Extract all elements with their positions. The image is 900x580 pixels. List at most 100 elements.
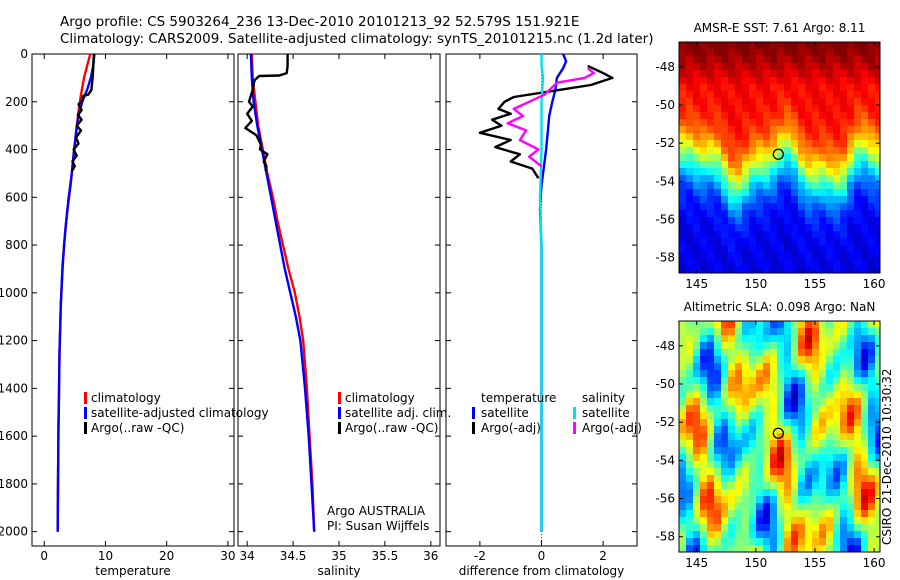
heatmap-cell: [749, 531, 757, 539]
heatmap-cell: [833, 412, 841, 420]
heatmap-cell: [784, 321, 792, 329]
heatmap-cell: [875, 405, 881, 413]
heatmap-cell: [861, 217, 869, 225]
heatmap-cell: [742, 196, 750, 204]
heatmap-cell: [749, 91, 757, 99]
heatmap-cell: [847, 238, 855, 246]
heatmap-cell: [686, 91, 694, 99]
legend-swatch-sal-argo: [573, 422, 576, 434]
heatmap-cell: [826, 189, 834, 197]
heatmap-cell: [707, 259, 715, 267]
heatmap-cell: [763, 154, 771, 162]
heatmap-cell: [735, 119, 743, 127]
heatmap-cell: [791, 447, 799, 455]
heatmap-cell: [777, 259, 785, 267]
heatmap-cell: [686, 496, 694, 504]
heatmap-cell: [742, 482, 750, 490]
heatmap-cell: [840, 126, 848, 134]
x-tick-label: 36: [423, 549, 438, 563]
heatmap-cell: [728, 454, 736, 462]
heatmap-cell: [700, 489, 708, 497]
heatmap-cell: [770, 503, 778, 511]
heatmap-cell: [707, 63, 715, 71]
heatmap-cell: [854, 461, 862, 469]
heatmap-cell: [826, 328, 834, 336]
heatmap-cell: [868, 203, 876, 211]
heatmap-cell: [847, 538, 855, 546]
heatmap-cell: [749, 489, 757, 497]
heatmap-cell: [826, 447, 834, 455]
heatmap-cell: [791, 363, 799, 371]
y-tick-label: -54: [655, 453, 675, 467]
heatmap-cell: [742, 524, 750, 532]
heatmap-cell: [812, 496, 820, 504]
heatmap-cell: [707, 224, 715, 232]
heatmap-cell: [742, 489, 750, 497]
heatmap-cell: [868, 154, 876, 162]
heatmap-cell: [686, 98, 694, 106]
heatmap-cell: [819, 426, 827, 434]
heatmap-cell: [868, 224, 876, 232]
heatmap-cell: [728, 77, 736, 85]
heatmap-cell: [798, 259, 806, 267]
heatmap-cell: [714, 405, 722, 413]
heatmap-cell: [819, 447, 827, 455]
heatmap-cell: [749, 363, 757, 371]
heatmap-cell: [826, 454, 834, 462]
heatmap-cell: [770, 447, 778, 455]
heatmap-cell: [742, 426, 750, 434]
heatmap-cell: [707, 398, 715, 406]
heatmap-cell: [805, 252, 813, 260]
heatmap-cell: [693, 175, 701, 183]
x-tick-label: 155: [804, 556, 827, 570]
heatmap-cell: [812, 119, 820, 127]
heatmap-cell: [812, 154, 820, 162]
heatmap-cell: [854, 210, 862, 218]
heatmap-cell: [770, 510, 778, 518]
heatmap-cell: [721, 398, 729, 406]
heatmap-cell: [784, 196, 792, 204]
heatmap-cell: [756, 119, 764, 127]
heatmap-cell: [791, 168, 799, 176]
heatmap-cell: [756, 503, 764, 511]
heatmap-cell: [833, 98, 841, 106]
heatmap-cell: [742, 252, 750, 260]
heatmap-cell: [861, 335, 869, 343]
heatmap-cell: [826, 363, 834, 371]
heatmap-cell: [791, 489, 799, 497]
heatmap-cell: [700, 517, 708, 525]
heatmap-cell: [840, 531, 848, 539]
heatmap-cell: [700, 175, 708, 183]
heatmap-cell: [728, 475, 736, 483]
heatmap-cell: [749, 189, 757, 197]
heatmap-cell: [714, 489, 722, 497]
heatmap-cell: [777, 161, 785, 169]
heatmap-cell: [749, 119, 757, 127]
heatmap-cell: [721, 266, 729, 274]
heatmap-cell: [861, 49, 869, 57]
heatmap-cell: [875, 203, 881, 211]
heatmap-cell: [770, 266, 778, 274]
heatmap-cell: [686, 133, 694, 141]
heatmap-cell: [868, 496, 876, 504]
heatmap-cell: [770, 468, 778, 476]
heatmap-cell: [833, 482, 841, 490]
heatmap-cell: [777, 70, 785, 78]
heatmap-cell: [742, 391, 750, 399]
heatmap-cell: [728, 224, 736, 232]
heatmap-cell: [700, 161, 708, 169]
heatmap-cell: [847, 42, 855, 50]
heatmap-cell: [868, 531, 876, 539]
heatmap-cell: [742, 454, 750, 462]
heatmap-cell: [812, 231, 820, 239]
heatmap-cell: [791, 391, 799, 399]
heatmap-cell: [861, 503, 869, 511]
map-frame: [678, 41, 881, 274]
heatmap-cell: [693, 426, 701, 434]
heatmap-cell: [840, 349, 848, 357]
heatmap-cell: [735, 335, 743, 343]
heatmap-cell: [854, 454, 862, 462]
heatmap-cell: [693, 182, 701, 190]
heatmap-cell: [854, 203, 862, 211]
